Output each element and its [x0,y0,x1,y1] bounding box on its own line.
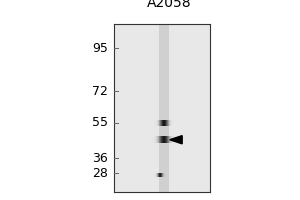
Text: A2058: A2058 [146,0,191,10]
Polygon shape [170,136,182,144]
Bar [159,24,169,192]
Text: 55: 55 [92,116,108,129]
Text: 28: 28 [92,167,108,180]
Text: 72: 72 [92,85,108,98]
Text: 95: 95 [92,42,108,55]
Text: 36: 36 [92,152,108,165]
